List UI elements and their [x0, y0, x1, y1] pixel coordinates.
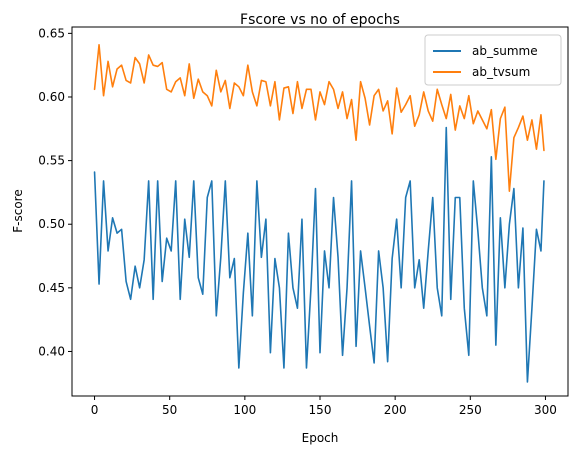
legend-label-ab-summe: ab_summe — [472, 44, 538, 58]
y-axis: 0.40 0.45 0.50 0.55 0.60 0.65 — [38, 26, 72, 358]
y-tick-label: 0.50 — [38, 217, 65, 231]
series-line-ab-summe — [93, 126, 545, 383]
x-tick-label: 300 — [534, 403, 557, 417]
y-tick-label: 0.40 — [38, 344, 65, 358]
x-axis: 0 50 100 150 200 250 300 — [91, 396, 557, 417]
x-tick-label: 250 — [459, 403, 482, 417]
y-tick-label: 0.55 — [38, 154, 65, 168]
x-tick-label: 50 — [162, 403, 177, 417]
y-tick-label: 0.60 — [38, 90, 65, 104]
y-tick-label: 0.65 — [38, 26, 65, 40]
x-axis-label: Epoch — [302, 431, 339, 445]
series-line-ab-tvsum — [93, 44, 545, 192]
x-tick-label: 0 — [91, 403, 99, 417]
y-axis-label: F-score — [11, 189, 25, 232]
legend: ab_summe ab_tvsum — [424, 34, 562, 86]
series-layer — [93, 44, 545, 383]
legend-label-ab-tvsum: ab_tvsum — [472, 65, 530, 79]
x-tick-label: 200 — [384, 403, 407, 417]
y-tick-label: 0.45 — [38, 281, 65, 295]
x-tick-label: 150 — [309, 403, 332, 417]
x-tick-label: 100 — [233, 403, 256, 417]
chart-title: Fscore vs no of epochs — [240, 12, 400, 28]
plot-frame — [71, 26, 569, 397]
